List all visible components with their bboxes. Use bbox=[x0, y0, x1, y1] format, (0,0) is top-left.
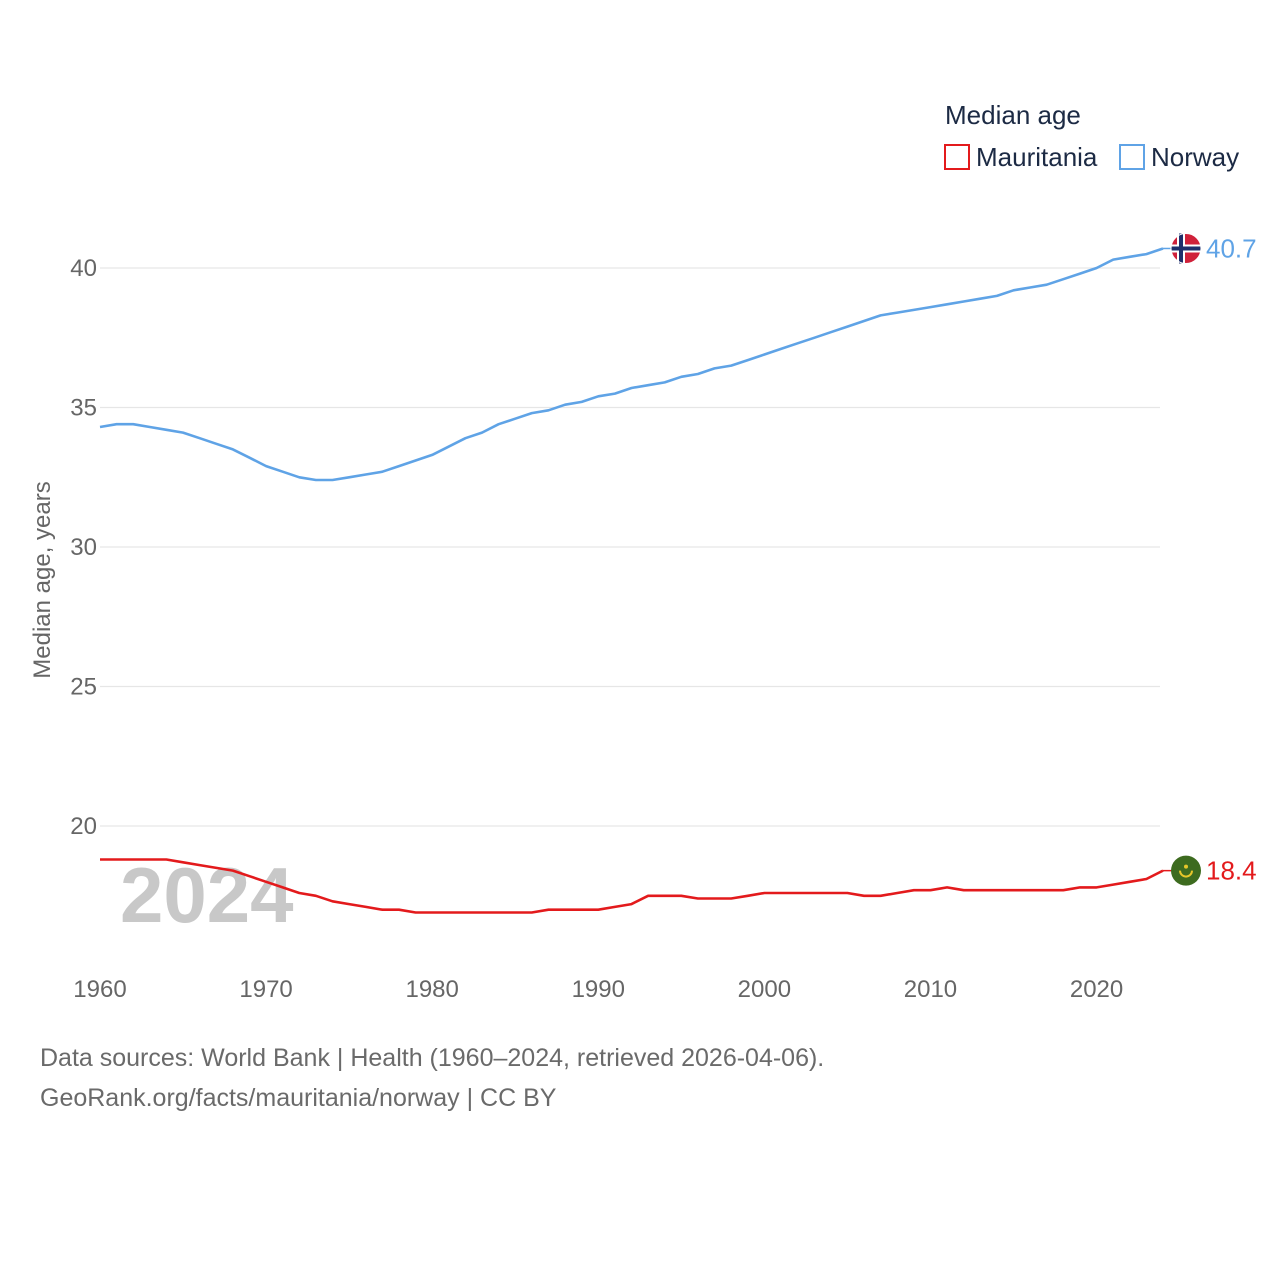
y-tick-label: 20 bbox=[70, 813, 97, 840]
flag-field bbox=[1171, 855, 1201, 886]
series-line-norway bbox=[99, 247, 1164, 482]
series-line-mauritania bbox=[100, 858, 1164, 914]
y-tick-label: 25 bbox=[70, 674, 97, 701]
x-tick-label: 1970 bbox=[239, 976, 292, 1003]
y-tick-label: 35 bbox=[70, 395, 97, 422]
series-end-markers: 18.4 40.7 bbox=[1163, 233, 1257, 886]
flag-crescent bbox=[1179, 870, 1193, 878]
mauritania-flag-icon bbox=[1171, 855, 1201, 886]
flag-cross-h-inner bbox=[1171, 246, 1201, 251]
data-sources-note: Data sources: World Bank | Health (1960–… bbox=[40, 1044, 825, 1072]
norway-flag-icon bbox=[1170, 233, 1202, 264]
flag-ring bbox=[1170, 233, 1202, 264]
x-tick-label: 1990 bbox=[572, 976, 625, 1003]
x-tick-label: 2020 bbox=[1070, 976, 1123, 1003]
y-axis-ticks: 20 25 30 35 40 bbox=[70, 255, 97, 840]
x-tick-label: 1960 bbox=[73, 976, 126, 1003]
y-axis-title: Median age, years bbox=[29, 481, 56, 678]
current-year-watermark: 2024 bbox=[120, 851, 294, 939]
attribution-link[interactable]: GeoRank.org/facts/mauritania/norway | CC… bbox=[40, 1084, 557, 1112]
flag-cross-v-inner bbox=[1179, 233, 1183, 264]
flag-star bbox=[1184, 864, 1188, 869]
legend-title: Median age bbox=[945, 100, 1081, 130]
y-tick-label: 30 bbox=[70, 534, 97, 561]
legend-label-mauritania: Mauritania bbox=[976, 142, 1098, 172]
x-tick-label: 2010 bbox=[904, 976, 957, 1003]
end-value-label: 40.7 bbox=[1206, 233, 1257, 263]
end-value-label: 18.4 bbox=[1206, 856, 1257, 886]
legend: Median age Mauritania Norway bbox=[944, 100, 1239, 172]
x-axis-ticks: 1960 1970 1980 1990 2000 2010 2020 bbox=[73, 976, 1123, 1003]
x-tick-label: 1980 bbox=[405, 976, 458, 1003]
series-lines bbox=[99, 247, 1164, 914]
legend-swatch-norway bbox=[1119, 144, 1145, 170]
x-tick-label: 2000 bbox=[738, 976, 791, 1003]
legend-swatch-mauritania bbox=[944, 144, 970, 170]
grid-lines bbox=[100, 267, 1160, 827]
y-tick-label: 40 bbox=[70, 255, 97, 282]
legend-label-norway: Norway bbox=[1151, 142, 1239, 172]
